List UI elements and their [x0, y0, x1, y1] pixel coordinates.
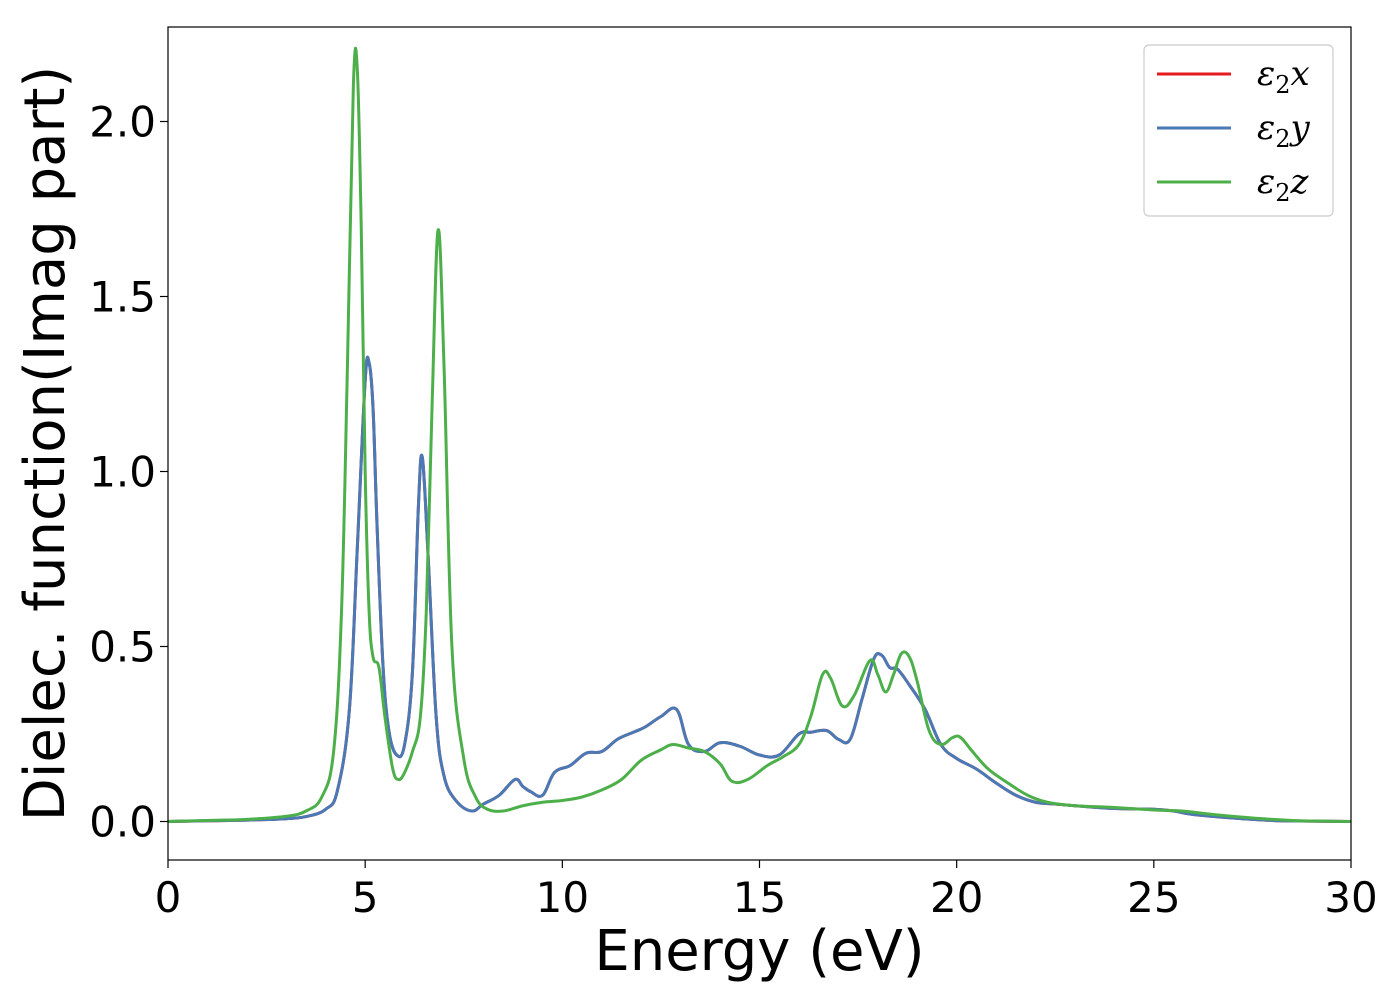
series-line-y — [168, 355, 1351, 823]
series-lines — [168, 46, 1351, 823]
x-tick-label: 15 — [733, 873, 786, 922]
x-axis-ticks: 0 5 10 15 20 25 30 — [155, 860, 1378, 922]
x-tick-label: 25 — [1127, 873, 1180, 922]
legend-label: ε2z — [1257, 162, 1310, 207]
y-axis-title: Dielec. function(Imag part) — [13, 66, 78, 822]
y-tick-label: 2.0 — [89, 98, 156, 147]
y-tick-label: 0.5 — [89, 623, 156, 672]
y-tick-label: 0.0 — [89, 798, 156, 847]
x-tick-label: 20 — [930, 873, 983, 922]
y-axis-ticks: 0.0 0.5 1.0 1.5 2.0 — [89, 98, 168, 847]
x-axis-title: Energy (eV) — [594, 919, 924, 984]
y-tick-label: 1.5 — [89, 273, 156, 322]
x-tick-label: 5 — [352, 873, 379, 922]
legend: ε2x ε2y ε2z — [1143, 44, 1334, 217]
y-tick-label: 1.0 — [89, 448, 156, 497]
x-tick-label: 0 — [155, 873, 182, 922]
legend-item-x: ε2x — [1157, 54, 1310, 99]
x-tick-label: 10 — [536, 873, 589, 922]
legend-label: ε2y — [1257, 108, 1311, 153]
legend-item-z: ε2z — [1157, 162, 1310, 207]
legend-box — [1143, 44, 1334, 217]
legend-label: ε2x — [1257, 54, 1310, 99]
x-tick-label: 30 — [1324, 873, 1377, 922]
legend-item-y: ε2y — [1157, 108, 1311, 153]
series-line-z — [168, 46, 1351, 823]
